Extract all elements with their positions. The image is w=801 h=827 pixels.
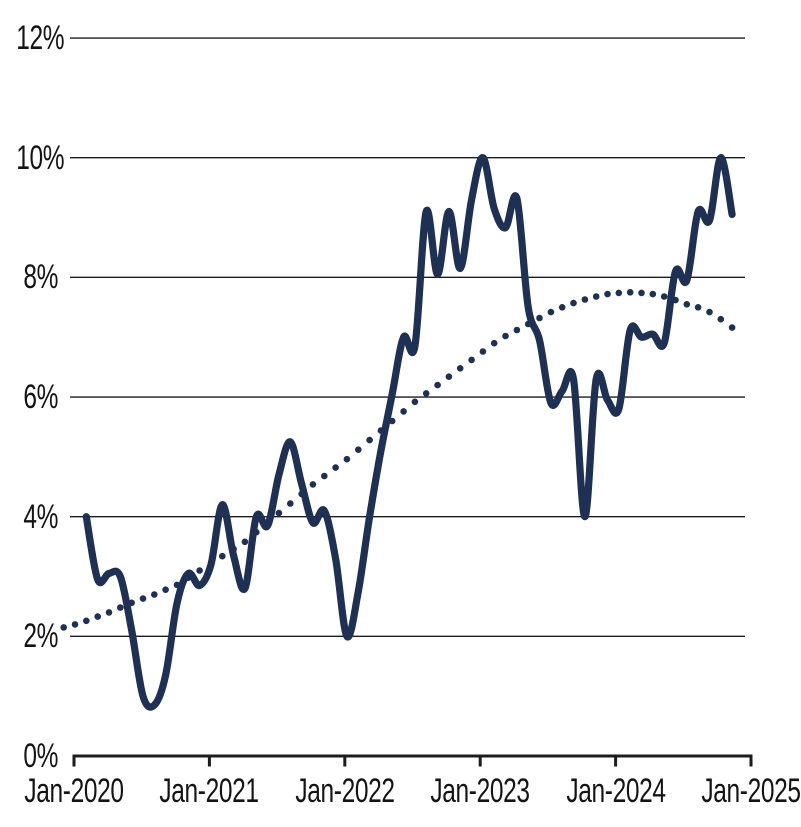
trend-dot — [400, 408, 407, 415]
x-tick-label-2021: Jan-2021 — [159, 772, 259, 810]
trend-dot — [151, 591, 158, 598]
trend-dot — [343, 455, 351, 463]
trend-dot — [638, 289, 645, 297]
x-tick-label-2023: Jan-2023 — [430, 772, 530, 810]
trend-dot — [728, 324, 736, 331]
y-tick-label-6: 6% — [23, 378, 58, 416]
x-tick-label-2025: Jan-2025 — [701, 772, 801, 810]
trend-dot — [468, 356, 475, 364]
trend-dot — [219, 552, 226, 560]
trend-dot — [309, 481, 317, 488]
y-tick-label-12: 12% — [16, 19, 65, 57]
trend-dot — [241, 538, 249, 546]
y-tick-label-4: 4% — [23, 498, 58, 536]
trend-dot — [706, 308, 713, 316]
trend-dot — [445, 373, 453, 381]
trend-dot — [422, 390, 430, 397]
trend-dot — [717, 315, 725, 323]
trend-dot — [581, 296, 589, 303]
trend-dot — [502, 332, 509, 340]
trend-dot — [162, 586, 169, 593]
trend-dot — [71, 621, 79, 628]
trend-dot — [479, 348, 487, 355]
trend-dot — [60, 624, 67, 631]
trend-dot — [615, 289, 623, 297]
trend-dot — [592, 293, 600, 300]
trend-dot — [547, 308, 555, 316]
trend-dot — [366, 436, 373, 444]
trend-dot — [456, 365, 464, 372]
trend-dot — [513, 326, 521, 334]
y-tick-label-8: 8% — [23, 258, 58, 296]
trend-dot — [536, 314, 543, 322]
trend-dot — [558, 304, 566, 311]
trend-dot — [626, 289, 634, 296]
trend-dot — [570, 299, 577, 307]
trend-dot — [604, 290, 611, 298]
x-tick-label-2020: Jan-2020 — [24, 772, 124, 810]
trend-dot — [434, 381, 441, 389]
trend-dot — [287, 500, 294, 507]
y-tick-label-10: 10% — [16, 139, 65, 177]
trend-dot — [355, 446, 362, 454]
trend-dot — [275, 509, 283, 517]
trend-dot — [649, 290, 657, 298]
trend-dot — [196, 567, 203, 574]
solid-series-path — [82, 154, 736, 711]
y-tick-label-2: 2% — [23, 617, 58, 655]
trend-dot — [490, 339, 498, 347]
trend-dot — [694, 304, 702, 311]
trend-dot — [332, 464, 339, 471]
x-tick-label-2024: Jan-2024 — [566, 772, 666, 810]
x-tick-label-2022: Jan-2022 — [295, 772, 395, 810]
y-tick-label-0: 0% — [23, 737, 58, 775]
trend-dot — [105, 609, 113, 616]
trend-dot — [94, 613, 101, 620]
trend-dot — [139, 595, 147, 602]
trend-dot — [321, 472, 328, 480]
trend-dot — [411, 398, 419, 406]
trend-dot — [683, 301, 691, 308]
trend-dot — [83, 617, 90, 625]
trend-dot — [660, 293, 668, 300]
trend-dot — [117, 604, 124, 611]
